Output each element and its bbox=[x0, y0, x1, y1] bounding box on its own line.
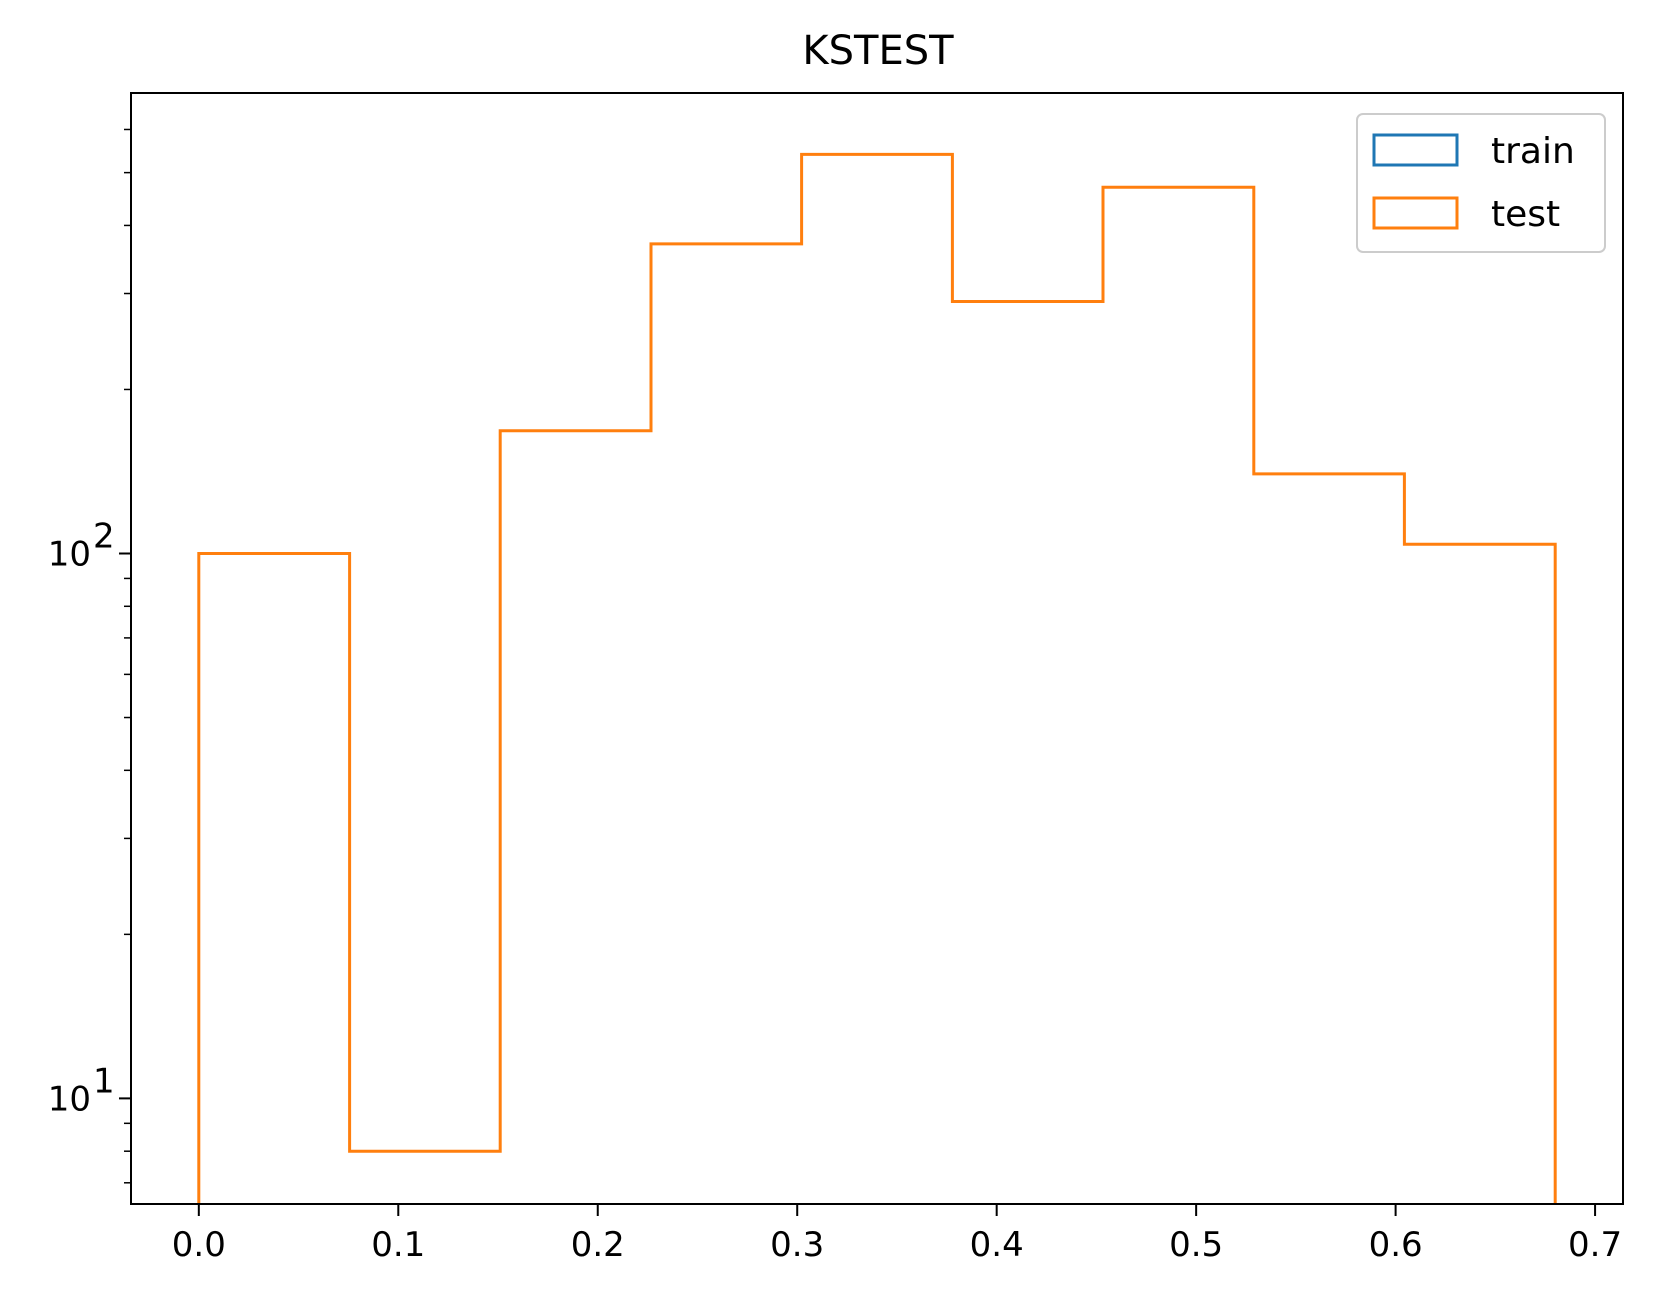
legend-label-test: test bbox=[1491, 194, 1560, 235]
x-tick-label: 0.3 bbox=[770, 1225, 824, 1265]
x-tick-label: 0.0 bbox=[172, 1225, 226, 1265]
y-tick-exponent: 2 bbox=[93, 516, 115, 556]
x-axis: 0.0 0.1 0.2 0.3 0.4 0.5 0.6 0.7 bbox=[172, 1204, 1622, 1265]
legend-swatch-test bbox=[1372, 196, 1459, 230]
legend: train test bbox=[1356, 113, 1606, 253]
x-tick-label: 0.4 bbox=[970, 1225, 1024, 1265]
series-layer bbox=[197, 152, 1557, 1204]
x-tick-label: 0.1 bbox=[371, 1225, 425, 1265]
x-tick-label: 0.2 bbox=[571, 1225, 625, 1265]
legend-label-train: train bbox=[1491, 131, 1575, 172]
x-tick-label: 0.7 bbox=[1568, 1225, 1622, 1265]
plot-frame bbox=[130, 92, 1624, 1205]
series-test-step bbox=[197, 152, 1557, 1204]
y-tick-label: 10 bbox=[48, 1079, 91, 1119]
chart-title: KSTEST bbox=[802, 28, 954, 74]
y-tick-exponent: 1 bbox=[93, 1061, 115, 1101]
x-tick-label: 0.5 bbox=[1169, 1225, 1223, 1265]
legend-swatch-train bbox=[1372, 133, 1459, 167]
y-tick-label: 10 bbox=[48, 534, 91, 574]
x-tick-label: 0.6 bbox=[1369, 1225, 1423, 1265]
legend-box bbox=[1356, 113, 1606, 253]
